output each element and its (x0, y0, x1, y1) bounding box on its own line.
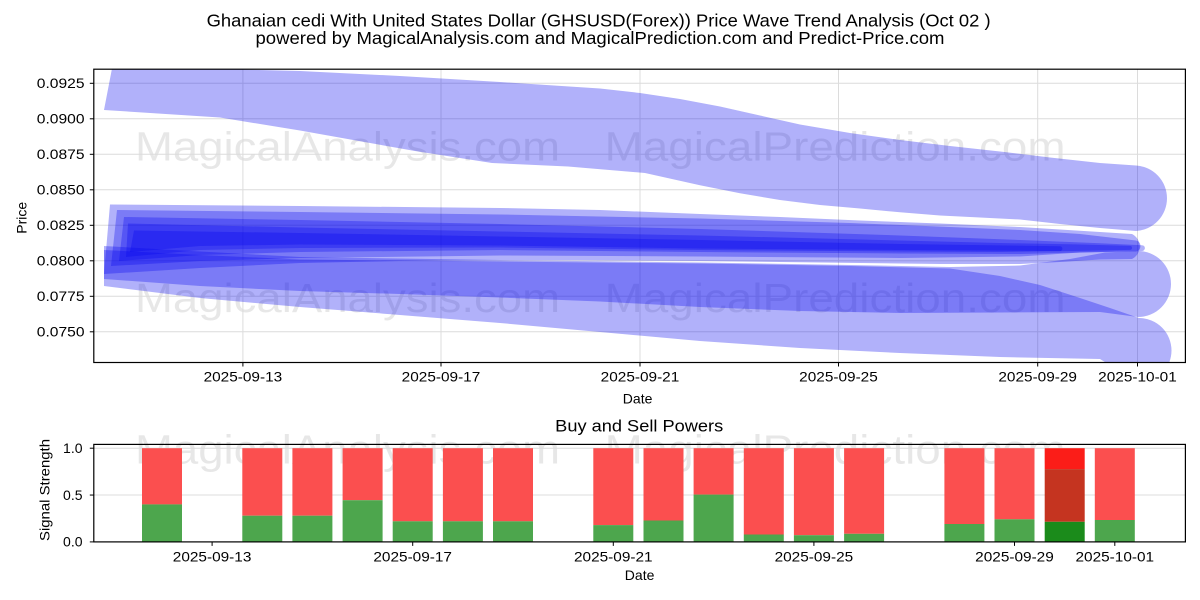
svg-text:powered by MagicalAnalysis.com: powered by MagicalAnalysis.com and Magic… (256, 28, 945, 48)
svg-text:1.0: 1.0 (63, 440, 83, 456)
svg-text:2025-09-21: 2025-09-21 (574, 549, 653, 565)
svg-text:0.5: 0.5 (63, 487, 83, 503)
svg-text:0.0800: 0.0800 (37, 253, 85, 269)
svg-text:MagicalAnalysis.com: MagicalAnalysis.com (135, 123, 560, 169)
svg-text:0.0925: 0.0925 (37, 75, 85, 91)
svg-text:Price: Price (14, 202, 30, 234)
svg-text:2025-09-29: 2025-09-29 (975, 549, 1054, 565)
svg-text:2025-09-29: 2025-09-29 (998, 369, 1077, 385)
svg-text:2025-09-17: 2025-09-17 (373, 549, 452, 565)
svg-text:0.0850: 0.0850 (37, 182, 85, 198)
svg-text:2025-10-01: 2025-10-01 (1076, 549, 1155, 565)
svg-text:0.0750: 0.0750 (37, 324, 85, 340)
svg-text:2025-09-21: 2025-09-21 (601, 369, 680, 385)
svg-text:MagicalPrediction.com: MagicalPrediction.com (605, 123, 1066, 169)
svg-text:0.0: 0.0 (63, 534, 83, 550)
svg-text:2025-09-17: 2025-09-17 (402, 369, 481, 385)
svg-text:Buy and Sell Powers: Buy and Sell Powers (555, 417, 723, 436)
svg-text:2025-09-25: 2025-09-25 (799, 369, 878, 385)
svg-text:0.0900: 0.0900 (37, 111, 85, 127)
svg-text:2025-09-13: 2025-09-13 (173, 549, 252, 565)
svg-text:Signal Strength: Signal Strength (36, 439, 52, 541)
svg-text:2025-09-25: 2025-09-25 (775, 549, 854, 565)
svg-text:MagicalPrediction.com: MagicalPrediction.com (605, 275, 1066, 321)
svg-text:2025-10-01: 2025-10-01 (1098, 369, 1177, 385)
svg-text:0.0875: 0.0875 (37, 146, 85, 162)
svg-text:0.0825: 0.0825 (37, 217, 85, 233)
svg-text:MagicalAnalysis.com: MagicalAnalysis.com (135, 275, 560, 321)
svg-text:Date: Date (623, 391, 653, 407)
svg-text:Ghanaian cedi With United Stat: Ghanaian cedi With United States Dollar … (207, 11, 991, 31)
svg-text:0.0775: 0.0775 (37, 288, 85, 304)
svg-text:2025-09-13: 2025-09-13 (204, 369, 283, 385)
svg-text:Date: Date (625, 567, 655, 583)
